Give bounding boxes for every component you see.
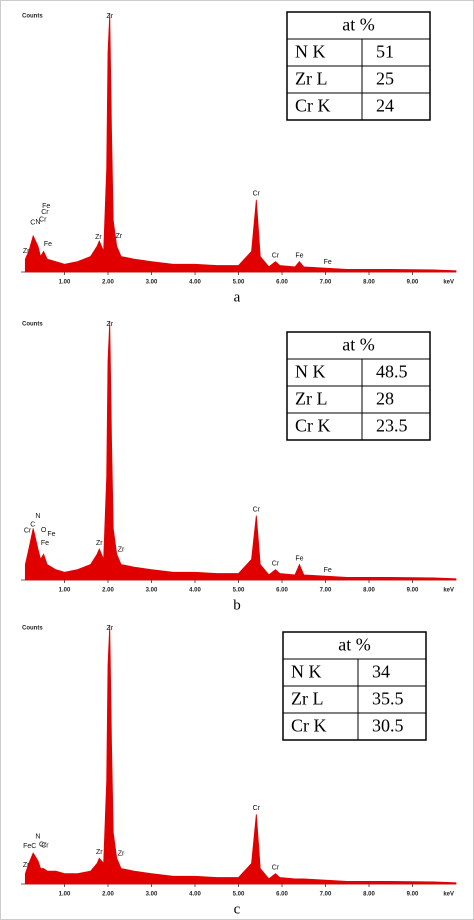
peak-label: Cr [41,209,49,216]
x-tick-label: 2.00 [102,588,114,594]
spectrum [24,13,457,273]
peak-label: Cr [272,253,280,260]
peak-label: Fe [41,540,49,547]
peak-label: Zr [95,234,102,241]
x-tick-label: 2.00 [102,280,114,286]
peak-label: Zr [106,625,113,632]
peak-label: Zr [106,13,113,20]
x-tick-label: 4.00 [189,892,201,898]
peak-label: Cr [253,805,261,812]
x-tick-label: 1.00 [59,588,71,594]
x-tick-label: 2.00 [102,892,114,898]
table-cell: Cr K [291,716,327,736]
x-tick-label: 9.00 [407,280,419,286]
peak-label: Fe [44,241,52,248]
peak-label: Zr [96,849,103,856]
y-label: Counts [22,322,43,328]
caption: c [234,901,241,917]
table-cell: N K [295,42,326,62]
peak-label: N [35,834,40,841]
x-tick-label: 6.00 [276,892,288,898]
peak-label: Cr [272,865,280,872]
x-tick-label: 7.00 [320,588,332,594]
y-label: Counts [22,14,43,20]
x-tick-label: 3.00 [146,892,158,898]
x-tick-label: 8.00 [363,588,375,594]
table-cell: 25 [376,69,394,89]
peak-label: Fe [47,531,55,538]
x-tick-label: 7.00 [320,280,332,286]
table-cell: 51 [376,42,394,62]
x-tick-label: 5.00 [233,588,245,594]
x-tick-label: 9.00 [407,588,419,594]
peak-label: Zr [106,321,113,328]
x-tick-label: 9.00 [407,892,419,898]
x-tick-label: 1.00 [59,280,71,286]
x-label: keV [443,892,454,898]
peak-label: Zr [118,850,125,857]
peak-label: N [35,513,40,520]
x-tick-label: 3.00 [146,280,158,286]
table-cell: Zr L [291,689,323,709]
peak-label: Zr [116,233,123,240]
peak-label: Cr [253,191,261,198]
peak-label: Cr [39,841,47,848]
peak-label: Cr [253,506,261,513]
x-tick-label: 5.00 [233,280,245,286]
table-cell: 48.5 [376,362,408,382]
peak-label: Fe [42,203,50,210]
x-label: keV [443,280,454,286]
table-cell: Cr K [295,416,331,436]
x-tick-label: 8.00 [363,892,375,898]
peak-label: Zr [118,546,125,553]
caption: a [234,289,241,305]
peak-label: O [41,527,47,534]
peak-label: Fe [295,555,303,562]
table-cell: 23.5 [376,416,408,436]
peak-label: C [30,219,35,226]
table-cell: 28 [376,389,394,409]
table-cell: N K [291,662,322,682]
peak-label: FeC [23,843,36,850]
peak-label: Fe [324,259,332,266]
table-cell: 35.5 [372,689,404,709]
peak-label: Zr [23,248,30,255]
x-tick-label: 6.00 [276,280,288,286]
peak-label: Zr [96,540,103,547]
x-tick-label: 7.00 [320,892,332,898]
x-tick-label: 1.00 [59,892,71,898]
peak-label: C [30,521,35,528]
peak-label: Cr [41,842,49,849]
table-header: at % [342,335,374,355]
peak-label: Cr [272,561,280,568]
peak-label: Fe [324,567,332,574]
x-tick-label: 8.00 [363,280,375,286]
table-cell: Zr L [295,69,327,89]
table-cell: N K [295,362,326,382]
table-cell: 30.5 [372,716,404,736]
peak-label: N [35,219,40,226]
spectrum [24,321,457,581]
x-tick-label: 4.00 [189,588,201,594]
table-cell: Cr K [295,96,331,116]
peak-label: Fe [295,253,303,260]
table-cell: 34 [372,662,390,682]
table-header: at % [342,15,374,35]
caption: b [233,597,241,613]
peak-label: Cr [24,528,32,535]
peak-label: Zr [23,862,30,869]
x-tick-label: 4.00 [189,280,201,286]
y-label: Counts [22,626,43,632]
x-label: keV [443,588,454,594]
table-cell: 24 [376,96,394,116]
x-tick-label: 3.00 [146,588,158,594]
table-header: at % [338,635,370,655]
x-tick-label: 6.00 [276,588,288,594]
table-cell: Zr L [295,389,327,409]
peak-label: Cr [39,217,47,224]
x-tick-label: 5.00 [233,892,245,898]
spectrum [24,625,457,885]
